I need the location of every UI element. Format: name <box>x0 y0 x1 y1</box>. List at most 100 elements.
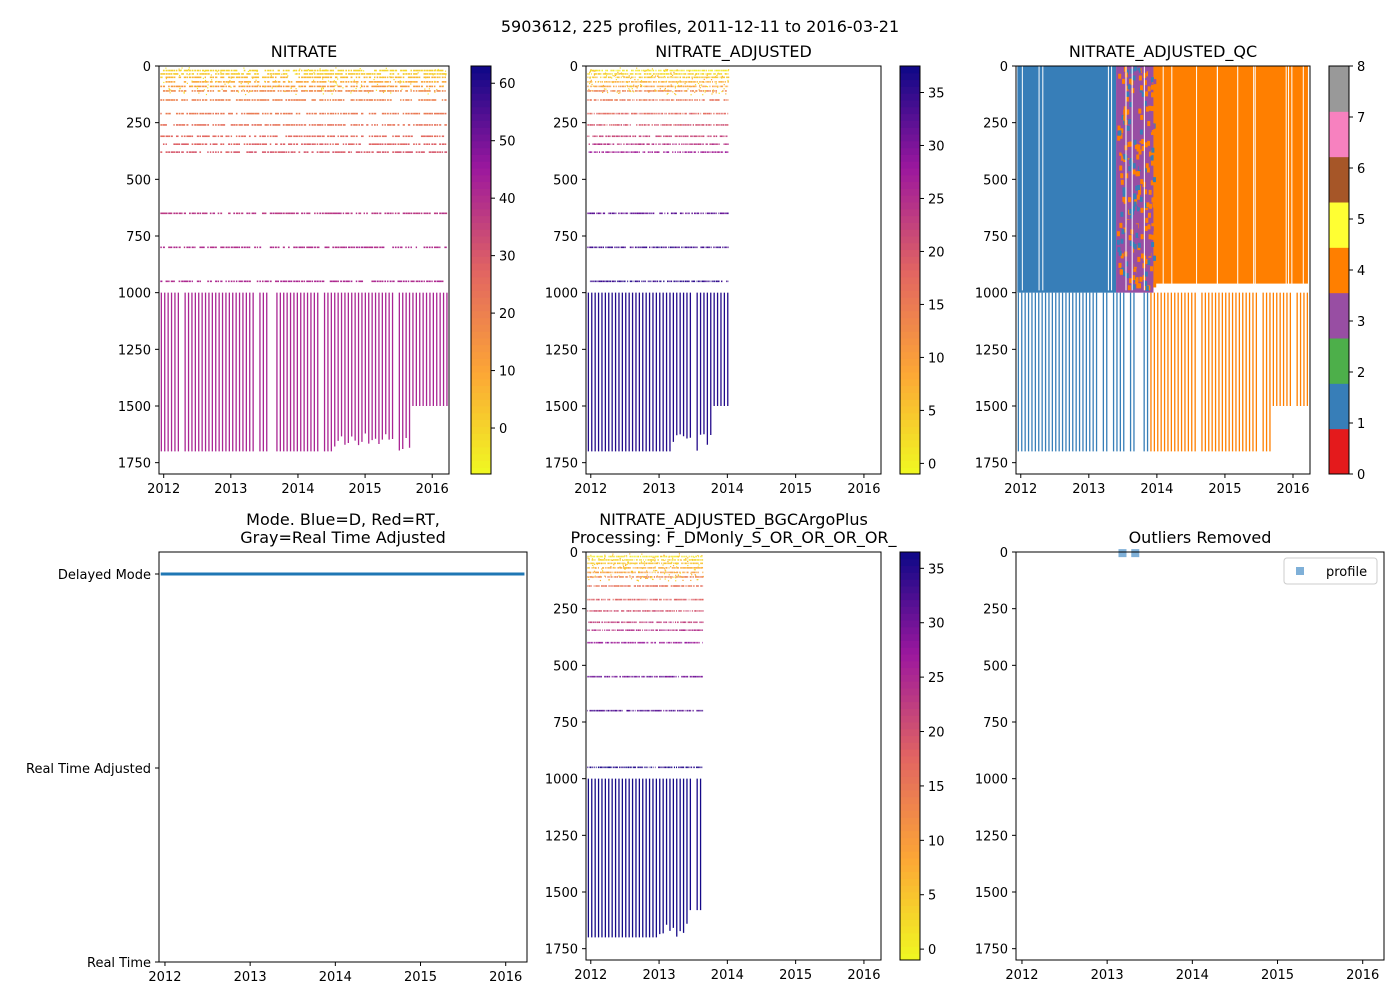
nitrate-band-cell <box>175 212 178 215</box>
nitrate_adjusted-band-cell <box>718 246 720 249</box>
nitrate-colorbar-cell <box>471 453 491 461</box>
nitrate-band-cell <box>293 85 296 88</box>
bgcargoplus-band-cell <box>595 571 597 574</box>
nitrate-band-cell <box>428 112 432 115</box>
bgcargoplus-band-cell <box>680 629 682 631</box>
nitrate_adjusted-band-cell <box>670 246 672 249</box>
bgcargoplus-band-cell <box>653 610 655 612</box>
nitrate-band-cell <box>220 124 223 126</box>
nitrate-speck <box>216 71 218 73</box>
nitrate_adjusted-band-cell <box>678 135 680 138</box>
bgcargoplus-band-cell <box>642 598 643 601</box>
nitrate-band-cell <box>420 280 423 283</box>
nitrate_adjusted-band-cell <box>600 143 602 145</box>
bgcargoplus-band-cell <box>615 559 617 561</box>
bgcargoplus-band-cell <box>687 567 689 569</box>
nitrate_adjusted-band-cell <box>673 73 675 75</box>
nitrate-band-cell <box>168 73 171 75</box>
nitrate-band-cell <box>436 280 440 283</box>
nitrate-speck <box>337 78 339 80</box>
nitrate_adjusted_qc-transition-cell <box>1136 283 1140 289</box>
nitrate-colorbar-cell <box>471 304 491 312</box>
nitrate_adjusted-band-cell <box>649 246 651 249</box>
nitrate-band-cell <box>295 246 298 249</box>
nitrate-band-cell <box>431 246 433 249</box>
bgcargoplus-band-cell <box>699 567 701 569</box>
nitrate-colorbar-cell <box>471 263 491 271</box>
nitrate-band-cell <box>420 99 423 101</box>
nitrate_adjusted-band-cell <box>614 151 616 153</box>
nitrate-band-cell <box>181 73 184 75</box>
bgcargoplus-band-cell <box>602 621 604 624</box>
nitrate_adjusted-band-cell <box>683 76 686 79</box>
nitrate_adjusted-band-cell <box>616 280 618 283</box>
bgcargoplus-band-cell <box>661 555 662 558</box>
nitrate_adjusted-band-cell <box>664 143 666 145</box>
nitrate_adjusted-band-cell <box>658 246 659 249</box>
bgcargoplus-band-cell <box>654 559 656 561</box>
bgcargoplus-band-cell <box>596 585 598 587</box>
bgcargoplus-band-cell <box>677 629 678 631</box>
bgcargoplus-band-cell <box>608 562 610 565</box>
bgcargoplus-band-cell <box>665 562 667 565</box>
nitrate_adjusted-band-cell <box>715 280 718 283</box>
nitrate_adjusted_qc-transition-cell <box>1119 269 1123 275</box>
nitrate_adjusted-band-cell <box>685 99 686 101</box>
nitrate-band-cell <box>238 280 242 283</box>
nitrate-band-cell <box>342 69 345 72</box>
nitrate_adjusted-band-cell <box>685 280 687 283</box>
nitrate_adjusted-cells <box>587 67 730 452</box>
nitrate-band-cell <box>220 143 223 145</box>
nitrate_adjusted-band-cell <box>652 73 655 75</box>
nitrate-band-cell <box>246 90 248 92</box>
nitrate_adjusted-band-cell <box>610 112 612 115</box>
nitrate-band-cell <box>217 135 220 138</box>
nitrate-band-cell <box>316 143 319 145</box>
bgcargoplus-band-cell <box>652 567 654 569</box>
bgcargoplus-band-cell <box>654 567 656 569</box>
nitrate_adjusted_qc-transition-cell <box>1138 149 1142 155</box>
nitrate-band-cell <box>254 76 257 79</box>
nitrate_adjusted-band-cell <box>655 124 657 126</box>
nitrate-speck <box>244 93 247 96</box>
nitrate-band-cell <box>410 112 413 115</box>
bgcargoplus-band-cell <box>661 675 662 678</box>
nitrate_adjusted-band-cell <box>620 76 622 79</box>
bgcargoplus-band-cell <box>630 562 632 565</box>
nitrate-band-cell <box>293 143 295 145</box>
bgcargoplus-band-cell <box>591 629 593 631</box>
nitrate-band-cell <box>363 76 366 79</box>
bgcargoplus-xtick-label: 2016 <box>847 968 880 983</box>
nitrate-speck <box>278 84 280 86</box>
bgcargoplus-band-cell <box>699 621 700 624</box>
nitrate-band-cell <box>441 112 444 115</box>
nitrate_adjusted-speck <box>605 88 607 90</box>
nitrate-band-cell <box>347 212 350 215</box>
nitrate_adjusted-band-cell <box>638 81 640 83</box>
nitrate-band-cell <box>319 151 322 153</box>
nitrate_adjusted-band-cell <box>632 212 634 215</box>
bgcargoplus-band-cell <box>690 585 692 587</box>
bgcargoplus-band-cell <box>631 641 633 644</box>
nitrate-band-cell <box>444 90 446 92</box>
nitrate_adjusted-band-cell <box>600 135 602 138</box>
bgcargoplus-band-cell <box>648 559 650 561</box>
bgcargoplus-band-cell <box>621 576 623 578</box>
nitrate-band-cell <box>165 212 168 215</box>
nitrate_adjusted-speck <box>700 84 703 86</box>
nitrate_adjusted-band-cell <box>604 124 606 126</box>
nitrate_adjusted-band-cell <box>643 69 645 72</box>
nitrate_adjusted-band-cell <box>601 135 603 138</box>
bgcargoplus-band-cell <box>673 598 675 601</box>
nitrate_adjusted-speck <box>589 82 591 85</box>
nitrate_adjusted-colorbar-cell <box>900 283 920 291</box>
nitrate_adjusted-band-cell <box>604 90 606 92</box>
bgcargoplus-band-cell <box>595 576 597 578</box>
nitrate-band-cell <box>400 151 402 153</box>
nitrate_adjusted-band-cell <box>645 124 646 126</box>
nitrate_adjusted-band-cell <box>609 212 611 215</box>
bgcargoplus-band-cell <box>623 555 625 558</box>
nitrate-band-cell <box>235 135 238 138</box>
bgcargoplus-band-cell <box>591 598 593 601</box>
bgcargoplus-band-cell <box>696 610 697 612</box>
